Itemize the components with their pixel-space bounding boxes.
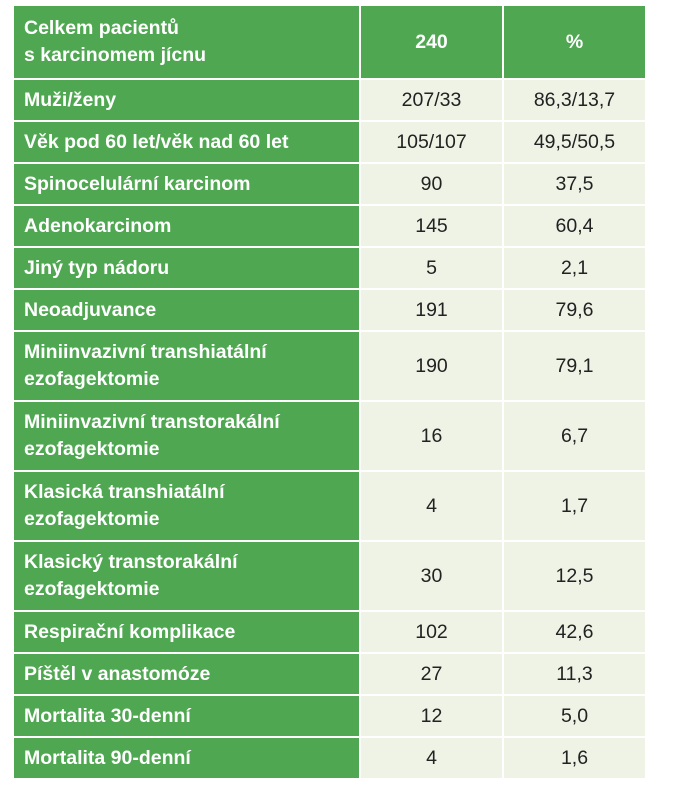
row-count: 12 — [359, 694, 504, 738]
table-row: Neoadjuvance 191 79,6 — [12, 288, 647, 332]
row-percent: 1,6 — [502, 736, 647, 780]
row-percent: 12,5 — [502, 540, 647, 612]
row-count: 4 — [359, 736, 504, 780]
row-percent: 86,3/13,7 — [502, 78, 647, 122]
row-percent: 6,7 — [502, 400, 647, 472]
row-label-line2: ezofagektomie — [24, 368, 160, 390]
row-percent: 79,1 — [502, 330, 647, 402]
row-count: 30 — [359, 540, 504, 612]
row-count: 105/107 — [359, 120, 504, 164]
row-label-line1: Klasická transhiatální — [24, 481, 225, 503]
row-count: 27 — [359, 652, 504, 696]
row-percent: 11,3 — [502, 652, 647, 696]
header-count-cell: 240 — [359, 4, 504, 80]
row-count: 190 — [359, 330, 504, 402]
table-row: Mortalita 90-denní 4 1,6 — [12, 736, 647, 780]
row-count: 16 — [359, 400, 504, 472]
row-label-line2: ezofagektomie — [24, 578, 160, 600]
row-label: Neoadjuvance — [12, 288, 361, 332]
row-count: 191 — [359, 288, 504, 332]
table-row: Spinocelulární karcinom 90 37,5 — [12, 162, 647, 206]
table-row: Adenokarcinom 145 60,4 — [12, 204, 647, 248]
row-percent: 2,1 — [502, 246, 647, 290]
table-row: Respirační komplikace 102 42,6 — [12, 610, 647, 654]
row-percent: 49,5/50,5 — [502, 120, 647, 164]
table-row: Mortalita 30-denní 12 5,0 — [12, 694, 647, 738]
row-label-line1: Klasický transtorakální — [24, 551, 238, 573]
table-row: Miniinvazivní transhiatální ezofagektomi… — [12, 330, 647, 402]
row-label: Mortalita 30-denní — [12, 694, 361, 738]
header-percent-cell: % — [502, 4, 647, 80]
table-row: Jiný typ nádoru 5 2,1 — [12, 246, 647, 290]
row-label-line2: ezofagektomie — [24, 508, 160, 530]
table-row: Věk pod 60 let/věk nad 60 let 105/107 49… — [12, 120, 647, 164]
header-label-cell: Celkem pacientů s karcinomem jícnu — [12, 4, 361, 80]
row-label: Miniinvazivní transhiatální ezofagektomi… — [12, 330, 361, 402]
table-row: Miniinvazivní transtorakální ezofagektom… — [12, 400, 647, 472]
patient-statistics-table: Celkem pacientů s karcinomem jícnu 240 %… — [12, 4, 647, 780]
row-label: Jiný typ nádoru — [12, 246, 361, 290]
row-count: 90 — [359, 162, 504, 206]
row-label-line1: Miniinvazivní transtorakální — [24, 411, 280, 433]
table-row: Píštěl v anastomóze 27 11,3 — [12, 652, 647, 696]
row-percent: 37,5 — [502, 162, 647, 206]
table-row: Klasický transtorakální ezofagektomie 30… — [12, 540, 647, 612]
row-label: Klasická transhiatální ezofagektomie — [12, 470, 361, 542]
row-percent: 60,4 — [502, 204, 647, 248]
row-label: Adenokarcinom — [12, 204, 361, 248]
row-count: 4 — [359, 470, 504, 542]
row-label: Klasický transtorakální ezofagektomie — [12, 540, 361, 612]
header-label-line2: s karcinomem jícnu — [24, 44, 207, 66]
row-count: 102 — [359, 610, 504, 654]
row-label: Respirační komplikace — [12, 610, 361, 654]
row-label: Mortalita 90-denní — [12, 736, 361, 780]
header-label-line1: Celkem pacientů — [24, 17, 179, 39]
row-count: 5 — [359, 246, 504, 290]
row-count: 145 — [359, 204, 504, 248]
row-percent: 79,6 — [502, 288, 647, 332]
patient-statistics-table-container: Celkem pacientů s karcinomem jícnu 240 %… — [12, 4, 647, 780]
row-percent: 42,6 — [502, 610, 647, 654]
row-percent: 1,7 — [502, 470, 647, 542]
row-percent: 5,0 — [502, 694, 647, 738]
row-label: Spinocelulární karcinom — [12, 162, 361, 206]
table-row: Klasická transhiatální ezofagektomie 4 1… — [12, 470, 647, 542]
row-label-line2: ezofagektomie — [24, 438, 160, 460]
row-label: Muži/ženy — [12, 78, 361, 122]
row-count: 207/33 — [359, 78, 504, 122]
row-label-line1: Miniinvazivní transhiatální — [24, 341, 267, 363]
table-row: Muži/ženy 207/33 86,3/13,7 — [12, 78, 647, 122]
row-label: Miniinvazivní transtorakální ezofagektom… — [12, 400, 361, 472]
table-header-row: Celkem pacientů s karcinomem jícnu 240 % — [12, 4, 647, 80]
row-label: Věk pod 60 let/věk nad 60 let — [12, 120, 361, 164]
row-label: Píštěl v anastomóze — [12, 652, 361, 696]
